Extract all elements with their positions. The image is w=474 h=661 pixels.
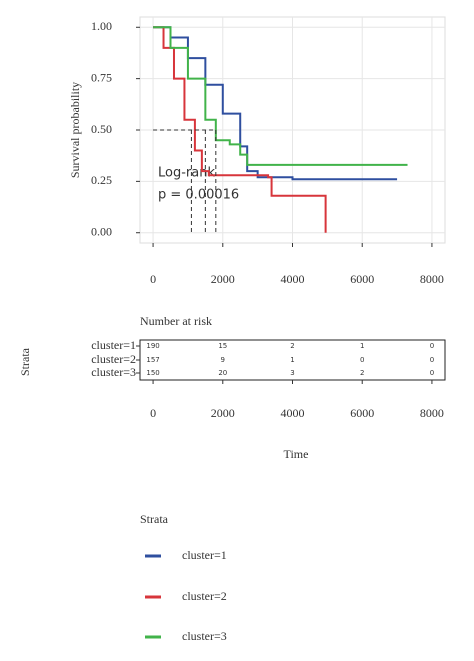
x-tick-label: 6000 <box>350 272 374 286</box>
survival-curve <box>153 26 398 181</box>
legend-label: cluster=3 <box>182 629 227 643</box>
risk-count: 0 <box>360 356 364 364</box>
risk-count: 3 <box>290 369 294 377</box>
risk-count: 0 <box>430 356 434 364</box>
legend-label: cluster=2 <box>182 589 227 603</box>
y-tick-label: 1.00 <box>91 19 112 33</box>
y-tick-label: 0.25 <box>91 173 112 187</box>
x-tick-label: 2000 <box>211 406 235 420</box>
x-tick-label: 8000 <box>420 406 444 420</box>
risk-count: 0 <box>430 342 434 350</box>
annotation: p = 0.00016 <box>158 188 239 203</box>
x-tick-label: 8000 <box>420 272 444 286</box>
x-tick-label: 6000 <box>350 406 374 420</box>
y-axis-label: Survival probability <box>68 82 82 178</box>
risk-count: 0 <box>430 369 434 377</box>
risk-count: 1 <box>360 342 364 350</box>
y-tick-label: 0.75 <box>91 70 112 84</box>
x-tick-label: 0 <box>150 272 156 286</box>
x-tick-label: 4000 <box>281 406 305 420</box>
risk-row-label: cluster=1 <box>91 338 136 352</box>
x-tick-label: 4000 <box>281 272 305 286</box>
x-tick-label: 0 <box>150 406 156 420</box>
x-axis-label: Time <box>284 447 309 461</box>
risk-count: 20 <box>218 369 227 377</box>
risk-count: 2 <box>360 369 364 377</box>
risk-count: 157 <box>146 356 159 364</box>
risk-table-title: Number at risk <box>140 314 212 328</box>
y-tick-label: 0.50 <box>91 122 112 136</box>
risk-row-label: cluster=2 <box>91 352 136 366</box>
risk-row-label: cluster=3 <box>91 365 136 379</box>
annotation: Log-rank <box>158 166 215 181</box>
legend-title: Strata <box>140 512 169 526</box>
risk-count: 2 <box>290 342 294 350</box>
y-tick-label: 0.00 <box>91 224 112 238</box>
risk-count: 150 <box>146 369 159 377</box>
risk-count: 190 <box>146 342 159 350</box>
risk-count: 15 <box>218 342 227 350</box>
risk-count: 1 <box>290 356 294 364</box>
risk-table-y-label: Strata <box>18 347 32 376</box>
legend-label: cluster=1 <box>182 548 227 562</box>
x-tick-label: 2000 <box>211 272 235 286</box>
risk-count: 9 <box>221 356 225 364</box>
